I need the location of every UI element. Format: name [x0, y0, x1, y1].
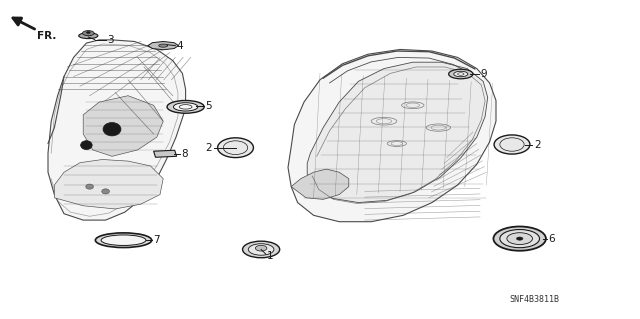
Ellipse shape: [83, 31, 94, 36]
Ellipse shape: [454, 71, 468, 77]
Polygon shape: [307, 62, 488, 203]
Ellipse shape: [167, 100, 204, 113]
Ellipse shape: [248, 244, 274, 255]
Text: 1: 1: [267, 251, 273, 262]
Ellipse shape: [102, 189, 109, 194]
Ellipse shape: [493, 226, 546, 251]
Text: SNF4B3811B: SNF4B3811B: [509, 295, 559, 304]
Ellipse shape: [507, 233, 532, 244]
Text: 2: 2: [205, 143, 211, 153]
Ellipse shape: [103, 122, 121, 136]
Ellipse shape: [173, 103, 198, 111]
Text: 5: 5: [205, 101, 211, 111]
Ellipse shape: [101, 235, 146, 246]
Text: 6: 6: [548, 234, 555, 244]
Polygon shape: [288, 49, 496, 222]
Polygon shape: [83, 96, 163, 156]
Ellipse shape: [218, 138, 253, 158]
Ellipse shape: [516, 237, 523, 240]
Text: 9: 9: [480, 69, 486, 79]
Polygon shape: [148, 41, 179, 50]
Polygon shape: [291, 169, 349, 199]
Polygon shape: [48, 40, 186, 220]
Text: 4: 4: [177, 41, 183, 51]
Ellipse shape: [449, 69, 473, 79]
Ellipse shape: [494, 135, 530, 154]
Ellipse shape: [81, 141, 92, 150]
Text: 8: 8: [181, 149, 188, 159]
Text: 2: 2: [534, 139, 540, 150]
Polygon shape: [154, 150, 177, 157]
Text: FR.: FR.: [37, 31, 56, 41]
Ellipse shape: [159, 44, 168, 47]
Ellipse shape: [243, 241, 280, 258]
Ellipse shape: [79, 33, 98, 39]
Ellipse shape: [86, 32, 90, 33]
Ellipse shape: [86, 184, 93, 189]
Polygon shape: [54, 160, 163, 209]
Ellipse shape: [255, 245, 267, 251]
Ellipse shape: [95, 233, 152, 248]
Text: 3: 3: [108, 34, 114, 45]
Text: 7: 7: [154, 235, 160, 245]
Ellipse shape: [500, 230, 540, 248]
